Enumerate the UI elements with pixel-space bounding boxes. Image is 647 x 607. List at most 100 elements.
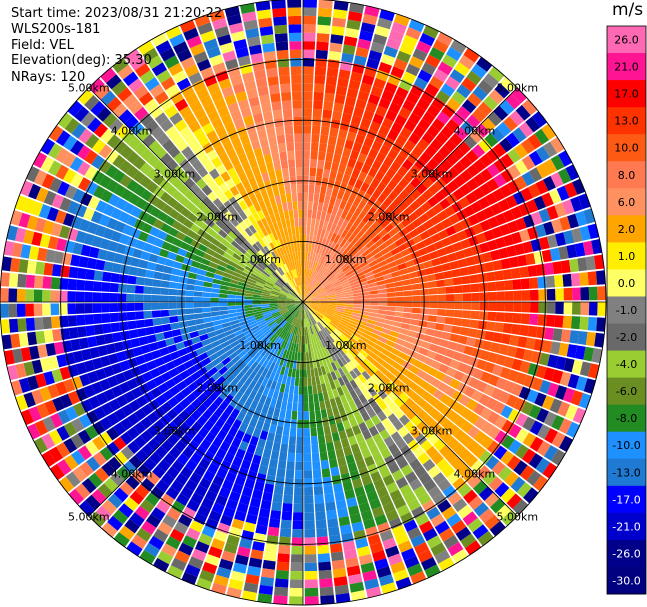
ppi-bin <box>305 277 309 286</box>
ppi-bin <box>304 260 308 269</box>
ppi-bin <box>85 494 101 511</box>
ppi-bin <box>393 343 403 352</box>
ppi-bin <box>85 269 95 280</box>
ppi-bin <box>419 230 431 241</box>
ppi-bin <box>239 538 253 549</box>
ppi-bin <box>372 267 382 275</box>
ppi-bin <box>42 316 52 330</box>
ppi-bin <box>103 388 116 402</box>
ppi-bin <box>495 213 507 226</box>
ppi-bin <box>359 30 374 42</box>
ppi-bin <box>336 189 345 200</box>
ppi-bin <box>147 55 163 70</box>
ppi-bin <box>394 114 408 127</box>
colorbar-tick-label: -6.0 <box>616 385 637 398</box>
ppi-bin <box>280 256 286 265</box>
ppi-bin <box>394 532 410 545</box>
ppi-bin <box>529 289 539 301</box>
ppi-bin <box>106 179 119 193</box>
ppi-bin <box>436 111 451 125</box>
ppi-bin <box>418 247 429 256</box>
ppi-bin <box>315 176 322 186</box>
ppi-bin <box>108 193 121 207</box>
ppi-bin <box>508 256 519 268</box>
ppi-bin <box>409 458 422 471</box>
ppi-bin <box>315 285 323 292</box>
ppi-bin <box>418 275 428 283</box>
ppi-bin <box>185 392 197 404</box>
ppi-bin <box>543 445 559 461</box>
ppi-bin <box>444 244 455 255</box>
ppi-bin <box>372 433 383 444</box>
ppi-bin <box>418 347 429 356</box>
ppi-bin <box>51 368 63 383</box>
ppi-bin <box>218 193 229 204</box>
ppi-bin <box>83 359 95 373</box>
ppi-bin <box>295 297 303 302</box>
ppi-bin <box>346 87 359 99</box>
ppi-bin <box>411 307 421 314</box>
ppi-bin <box>569 258 579 273</box>
ppi-bin <box>396 457 409 470</box>
ppi-bin <box>109 282 119 293</box>
ppi-bin <box>293 495 303 504</box>
ppi-bin <box>361 74 375 86</box>
ppi-bin <box>211 340 221 348</box>
ppi-bin <box>295 298 303 302</box>
ppi-bin <box>252 222 261 232</box>
ppi-bin <box>274 33 288 43</box>
ppi-bin <box>228 491 241 503</box>
ppi-bin <box>478 311 488 321</box>
ppi-bin <box>318 443 327 453</box>
ppi-bin <box>54 210 67 224</box>
ppi-bin <box>303 175 309 185</box>
ppi-bin <box>161 323 172 332</box>
ppi-bin <box>240 459 251 471</box>
ppi-bin <box>430 138 443 152</box>
ppi-bin <box>511 231 523 245</box>
ppi-bin <box>408 271 419 279</box>
ppi-bin <box>211 238 221 247</box>
ppi-bin <box>526 389 539 404</box>
ppi-bin <box>494 415 508 430</box>
ppi-bin <box>273 313 282 319</box>
ppi-bin <box>369 309 379 314</box>
ppi-bin <box>378 125 390 137</box>
ppi-bin <box>55 381 68 396</box>
ppi-bin <box>193 341 203 350</box>
ppi-bin <box>149 84 165 98</box>
ppi-bin <box>279 348 285 357</box>
ppi-bin <box>522 349 534 362</box>
ppi-bin <box>338 335 347 344</box>
ppi-bin <box>395 86 409 99</box>
ppi-bin <box>404 397 416 409</box>
ppi-bin <box>368 336 378 344</box>
ppi-bin <box>126 293 135 302</box>
ppi-bin <box>317 553 331 563</box>
ppi-bin <box>463 489 478 504</box>
ppi-bin <box>355 98 367 110</box>
ppi-bin <box>239 220 249 230</box>
ppi-bin <box>255 331 264 340</box>
ppi-bin <box>300 293 303 302</box>
ppi-bin <box>177 308 186 316</box>
ppi-bin <box>198 382 210 393</box>
ppi-bin <box>426 158 439 171</box>
ppi-bin <box>462 302 472 310</box>
ppi-bin <box>141 520 157 535</box>
ppi-bin <box>255 241 264 250</box>
ppi-bin <box>388 517 403 530</box>
ppi-bin <box>319 302 329 305</box>
ppi-bin <box>314 218 320 228</box>
ppi-bin <box>170 132 184 145</box>
ppi-bin <box>263 198 272 208</box>
ppi-bin <box>342 147 352 158</box>
ppi-bin <box>303 302 308 310</box>
ppi-bin <box>259 137 269 148</box>
ppi-bin <box>214 361 225 371</box>
ppi-bin <box>282 321 289 330</box>
colorbar-tick-label: 26.0 <box>614 34 639 47</box>
ppi-bin <box>161 273 172 281</box>
ppi-bin <box>151 302 161 310</box>
ppi-bin <box>262 42 276 53</box>
